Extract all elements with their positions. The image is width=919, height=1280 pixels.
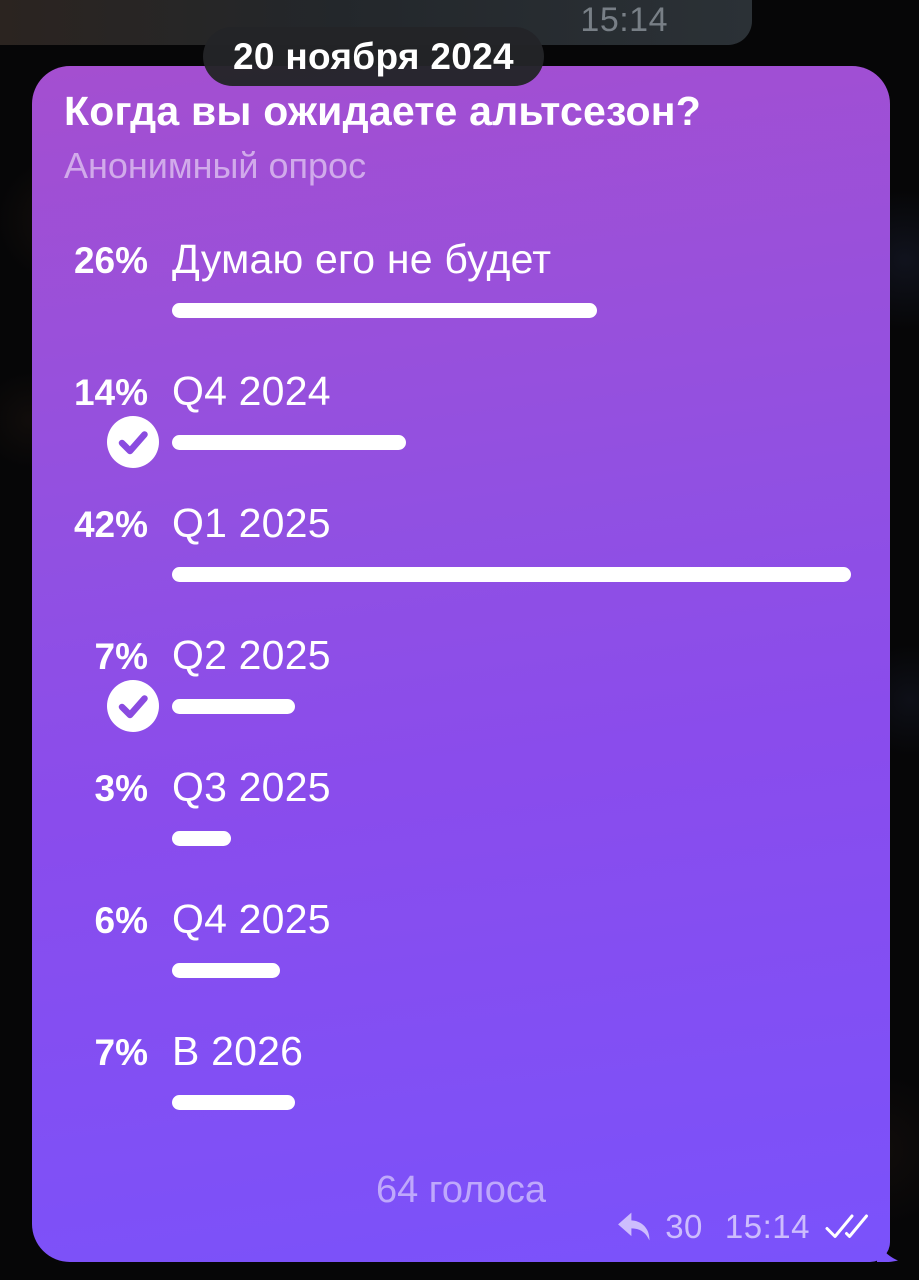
reply-count: 30 [665, 1208, 703, 1245]
option-percent: 7% [94, 1032, 148, 1073]
option-result-bar [172, 302, 597, 318]
poll-question: Когда вы ожидаете альтсезон? [64, 88, 701, 134]
option-percent: 14% [73, 372, 148, 413]
option-result-bar [172, 698, 296, 714]
voted-check-icon [107, 680, 159, 732]
poll-option-row[interactable]: 6% Q4 2025 [62, 896, 860, 996]
reply-arrow-icon[interactable] [617, 1212, 651, 1242]
poll-option-row[interactable]: 3% Q3 2025 [62, 764, 860, 864]
option-result-bar [172, 434, 407, 450]
poll-total-votes[interactable]: 64 голоса [375, 1169, 547, 1211]
date-pill-label: 20 ноября 2024 [233, 35, 514, 77]
poll-message-bubble[interactable]: Когда вы ожидаете альтсезон? Анонимный о… [32, 66, 898, 1262]
poll-options-list: 26% Думаю его не будет 14% Q4 2024 [62, 236, 860, 1128]
option-result-bar [172, 566, 852, 582]
voted-check-icon [107, 416, 159, 468]
poll-option-row[interactable]: 14% Q4 2024 [62, 368, 860, 468]
option-label: Q4 2024 [172, 368, 331, 414]
option-label: Q1 2025 [172, 500, 331, 546]
option-percent: 26% [73, 240, 148, 281]
option-percent: 3% [94, 768, 148, 809]
poll-option-row[interactable]: 26% Думаю его не будет [62, 236, 860, 336]
option-percent: 42% [73, 504, 148, 545]
previous-message-time: 15:14 [580, 1, 668, 39]
poll-option-row[interactable]: 7% В 2026 [62, 1028, 860, 1128]
option-percent: 7% [94, 636, 148, 677]
option-result-bar [172, 962, 280, 978]
message-time: 15:14 [724, 1208, 810, 1245]
option-label: Q4 2025 [172, 896, 331, 942]
option-label: Думаю его не будет [172, 236, 552, 282]
read-double-check-icon [824, 1212, 868, 1242]
poll-option-row[interactable]: 42% Q1 2025 [62, 500, 860, 600]
option-result-bar [172, 830, 232, 846]
message-meta-row: 30 15:14 [617, 1208, 868, 1246]
option-result-bar [172, 1094, 296, 1110]
poll-type-label: Анонимный опрос [64, 145, 367, 186]
bubble-tail [877, 1234, 898, 1262]
poll-option-row[interactable]: 7% Q2 2025 [62, 632, 860, 732]
date-pill[interactable]: 20 ноября 2024 [203, 27, 544, 86]
option-label: Q3 2025 [172, 764, 331, 810]
option-label: Q2 2025 [172, 632, 331, 678]
option-percent: 6% [94, 900, 148, 941]
option-label: В 2026 [172, 1028, 304, 1074]
